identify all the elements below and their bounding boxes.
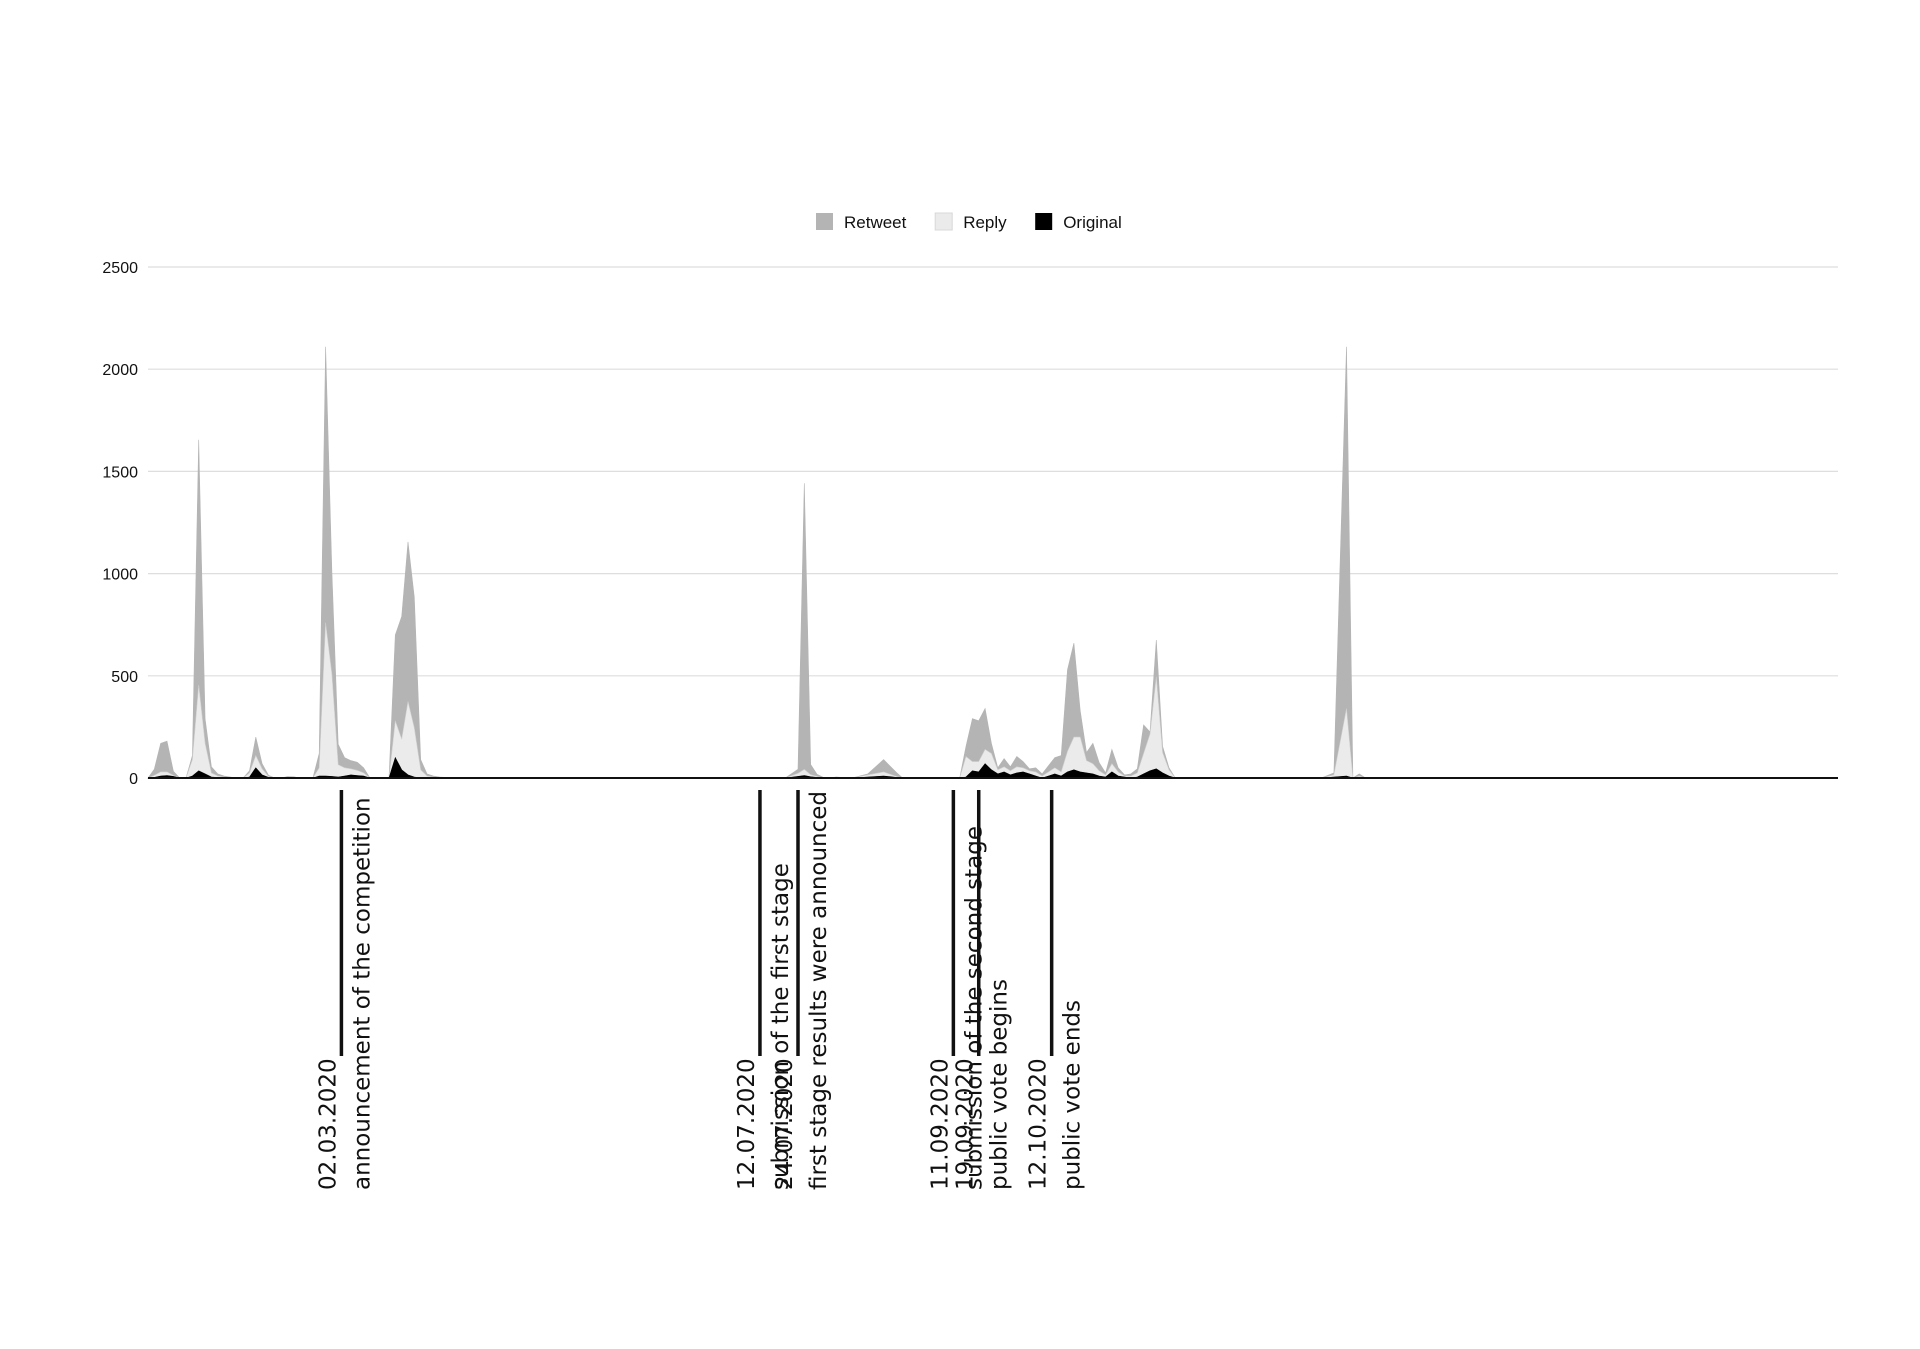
series-area-retweet bbox=[147, 346, 1838, 779]
annotation-date: 24.07.2020 bbox=[772, 1058, 798, 1190]
legend-swatch-retweet bbox=[816, 213, 833, 230]
legend-swatch-reply bbox=[934, 212, 953, 231]
y-tick-label: 1000 bbox=[102, 567, 138, 584]
legend-label-original: Original bbox=[1063, 213, 1122, 232]
y-tick-label: 0 bbox=[129, 771, 138, 788]
annotation-text: public vote ends bbox=[1060, 1000, 1086, 1190]
annotation-text: submission of the first stage bbox=[768, 863, 794, 1190]
legend: Retweet Reply Original bbox=[816, 212, 1122, 232]
y-tick-label: 500 bbox=[111, 669, 138, 686]
annotation-text: public vote begins bbox=[987, 979, 1013, 1190]
gridlines bbox=[148, 266, 1838, 677]
y-tick-label: 2000 bbox=[102, 362, 138, 379]
event-annotations: 02.03.2020 announcement of the competitio… bbox=[315, 790, 1086, 1190]
y-tick-label: 1500 bbox=[102, 464, 138, 481]
annotation-date: 11.09.2020 bbox=[927, 1058, 953, 1190]
legend-swatch-original bbox=[1035, 213, 1053, 230]
y-tick-label: 2500 bbox=[102, 260, 138, 277]
annotation-date: 12.10.2020 bbox=[1026, 1058, 1052, 1190]
annotation-date: 02.03.2020 bbox=[315, 1058, 341, 1190]
annotation-date: 19.09.2020 bbox=[953, 1058, 979, 1190]
annotation-date: 12.07.2020 bbox=[734, 1058, 760, 1190]
stacked-areas bbox=[147, 346, 1838, 779]
annotation-text: announcement of the competition bbox=[349, 797, 375, 1190]
legend-label-reply: Reply bbox=[963, 213, 1007, 232]
y-axis-ticks: 0 500 1000 1500 2000 2500 bbox=[102, 260, 138, 788]
legend-label-retweet: Retweet bbox=[844, 213, 907, 232]
annotation-text: submission of the second stage bbox=[961, 826, 987, 1190]
annotation-text: first stage results were announced bbox=[806, 791, 832, 1190]
